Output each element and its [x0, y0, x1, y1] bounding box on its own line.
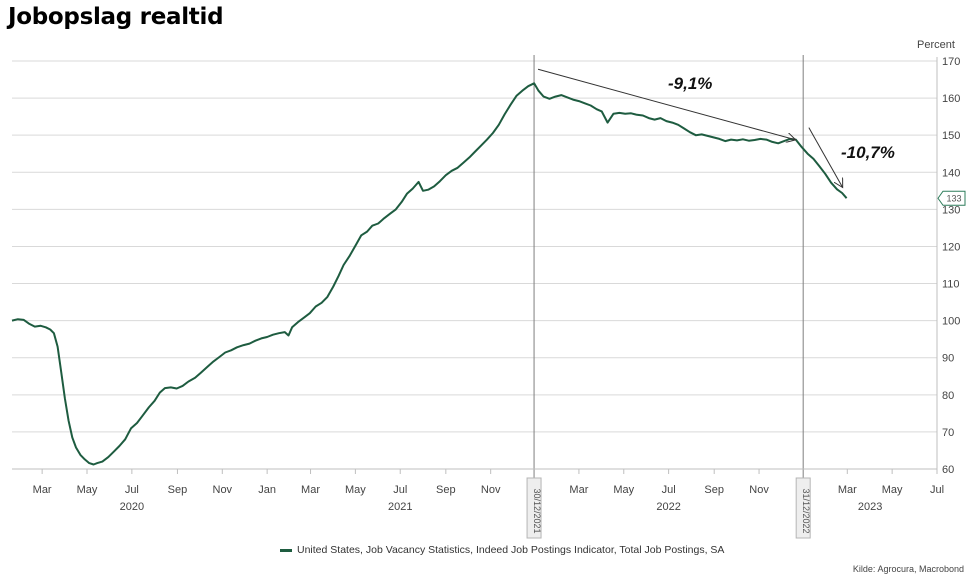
x-tick-label: Nov: [213, 484, 233, 496]
y-tick-label: 90: [942, 353, 954, 365]
x-tick-label: May: [613, 484, 634, 496]
y-tick-label: 70: [942, 427, 954, 439]
date-marker-label: 31/12/2022: [801, 488, 811, 533]
x-tick-label: Nov: [749, 484, 769, 496]
x-tick-label: Jan: [258, 484, 276, 496]
annotation-decline-2023: -10,7%: [841, 143, 895, 162]
x-tick-label: May: [882, 484, 903, 496]
date-marker-box: [526, 477, 542, 539]
y-tick-label: 60: [942, 464, 954, 476]
chart-title: Jobopslag realtid: [8, 4, 224, 30]
x-tick-label: Mar: [838, 484, 857, 496]
x-tick-label: Mar: [569, 484, 588, 496]
x-tick-label: Jul: [125, 484, 139, 496]
gridlines: [12, 60, 937, 470]
x-tick-label: Sep: [168, 484, 188, 496]
y-tick-label: 160: [942, 93, 960, 105]
series-layer: [11, 82, 848, 466]
date-marker-box: [795, 477, 811, 539]
x-tick-label: Sep: [436, 484, 456, 496]
y-axis-title: Percent: [917, 39, 955, 51]
axes: 60 70 80 90 100 110 120 130 140 150 160 170 Percent M…: [12, 39, 960, 513]
last-value-box: [937, 190, 966, 206]
legend-label: United States, Job Vacancy Statistics, I…: [297, 544, 725, 556]
x-year-label: 2020: [120, 501, 144, 513]
x-tick-label: Jul: [393, 484, 407, 496]
y-tick-label: 140: [942, 167, 960, 179]
annotation-decline-2022: -9,1%: [668, 74, 712, 93]
y-tick-label: 110: [942, 279, 960, 291]
source-note: Kilde: Agrocura, Macrobond: [852, 564, 964, 574]
legend: United States, Job Vacancy Statistics, I…: [280, 544, 724, 556]
x-year-label: 2023: [858, 501, 882, 513]
series-line-job-postings: [11, 82, 848, 466]
x-year-label: 2022: [656, 501, 680, 513]
date-markers: 30/12/2021 31/12/2022: [526, 55, 811, 539]
legend-swatch: [280, 548, 292, 552]
x-tick-label: May: [345, 484, 366, 496]
arrow-decline-2023: [808, 127, 843, 188]
x-tick-label: Nov: [481, 484, 501, 496]
last-value-callout: 133: [937, 190, 966, 206]
x-tick-label: Jul: [662, 484, 676, 496]
y-tick-label: 150: [942, 130, 960, 142]
y-tick-label: 80: [942, 390, 954, 402]
y-tick-label: 130: [942, 204, 960, 216]
annotations: 133 -9,1% -10,7%: [537, 68, 966, 206]
arrow-decline-2022: [537, 68, 796, 140]
y-tick-label: 120: [942, 241, 960, 253]
y-tick-label: 170: [942, 56, 960, 68]
x-tick-label: May: [77, 484, 98, 496]
date-marker-label: 30/12/2021: [532, 488, 542, 533]
x-tick-label: Mar: [301, 484, 320, 496]
x-tick-label: Jul: [930, 484, 944, 496]
x-tick-label: Mar: [33, 484, 52, 496]
last-value-label: 133: [946, 194, 961, 204]
x-tick-label: Sep: [704, 484, 724, 496]
x-year-label: 2021: [388, 501, 412, 513]
y-tick-label: 100: [942, 316, 960, 328]
